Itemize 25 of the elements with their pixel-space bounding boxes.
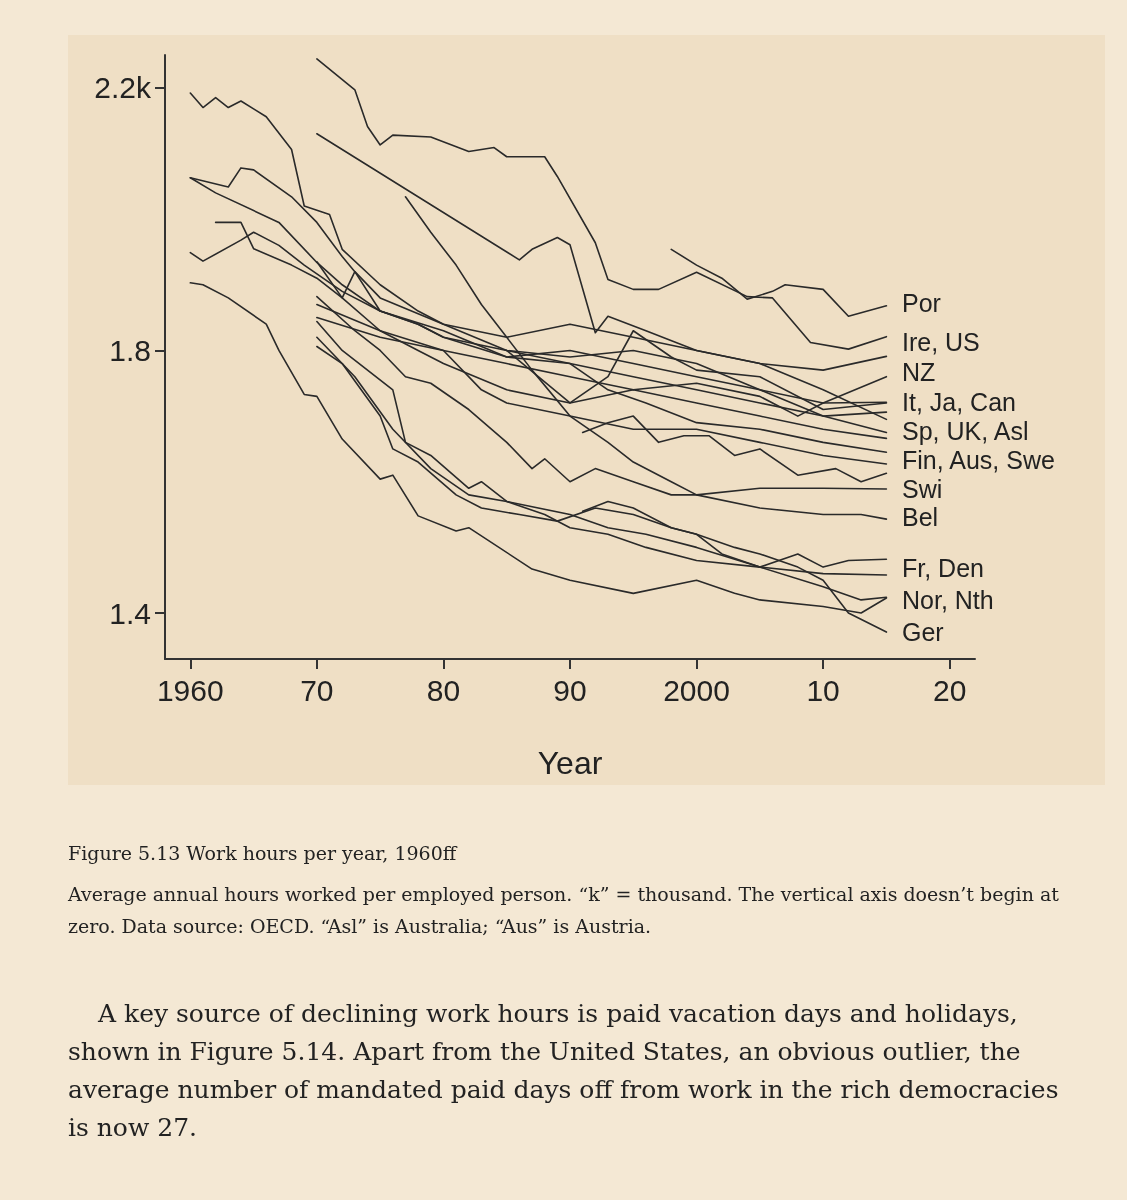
annotation: Ger bbox=[902, 617, 944, 646]
x-tick-label: 90 bbox=[553, 673, 587, 707]
y-tick-label: 2.2k bbox=[94, 71, 152, 105]
x-tick-label: 10 bbox=[806, 673, 840, 707]
text: A key source of declining work hours is paid vacation days and holidays, shown in Figure 5.14. Apart from the United States, an obvious outlier, the average number of mandated paid days off from work in the rich democracies is now 27. bbox=[68, 998, 1060, 1144]
x-tick-label: 20 bbox=[933, 673, 967, 707]
annotation: Ire, US bbox=[902, 327, 980, 356]
annotation: Sp, UK, Asl bbox=[902, 416, 1029, 445]
x-tick-label: 80 bbox=[426, 673, 461, 707]
x-tick-label: 2000 bbox=[663, 673, 730, 707]
x-axis-title: Year bbox=[537, 745, 603, 781]
annotation: Fr, Den bbox=[902, 553, 984, 582]
x-tick-label: 70 bbox=[300, 673, 334, 707]
annotation: Por bbox=[902, 288, 941, 317]
y-tick-label: 1.4 bbox=[109, 596, 151, 630]
annotation: Swi bbox=[902, 474, 943, 503]
y-tick-label: 1.8 bbox=[109, 333, 151, 367]
annotation: Fin, Aus, Swe bbox=[902, 445, 1055, 474]
x-tick-label: 1960 bbox=[156, 673, 224, 707]
annotation: Bel bbox=[902, 502, 939, 531]
annotation: NZ bbox=[902, 357, 936, 386]
annotation: It, Ja, Can bbox=[902, 387, 1016, 416]
annotation: Nor, Nth bbox=[902, 585, 994, 614]
text: Figure 5.13 Work hours per year, 1960ff bbox=[68, 842, 459, 864]
text: Average annual hours worked per employed person. “k” = thousand. The vertical axis doesn’t begin at zero. Data source: OECD. “Asl” is Australia; “Aus” is Austria. bbox=[68, 882, 1060, 939]
